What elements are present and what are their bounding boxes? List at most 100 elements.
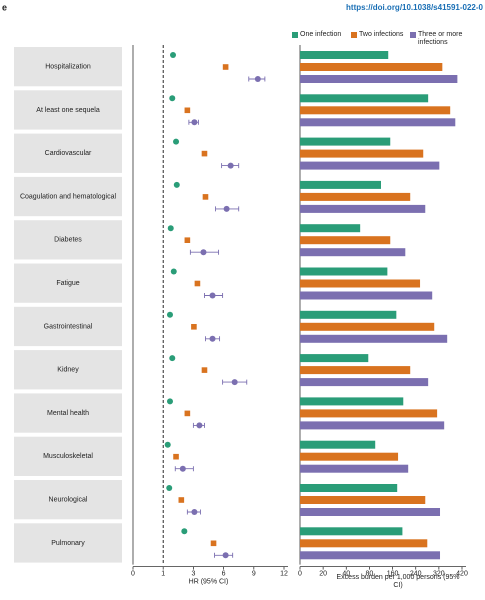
bar [300,51,389,59]
x-axis-title: HR (95% CI) [189,578,229,585]
bar [300,149,424,158]
x-tick-label: 9 [252,570,256,577]
point [201,150,208,157]
x-tick-label: 40 [342,570,350,577]
point [209,335,216,342]
category-label: Musculoskeletal [43,453,93,460]
x-tick-label: 0 [131,570,135,577]
point [178,497,185,503]
category-box [14,306,122,347]
legend-label: Two infections [359,31,404,38]
category-box [14,263,122,303]
category-box [14,220,122,260]
bar [300,204,426,213]
legend-label: Three or more infections [418,31,463,46]
category-label: Cardiovascular [45,150,92,157]
bar [300,63,443,71]
point [222,552,229,559]
bar [300,137,391,146]
point [166,398,173,405]
point [167,225,174,232]
point [191,509,198,515]
category-label: Kidney [57,367,79,374]
x-tick-label: 420 [456,570,468,577]
x-tick-label: 12 [280,570,288,577]
bar [300,106,451,115]
bar [300,421,445,430]
bar [300,378,429,387]
bar [300,484,398,492]
point [191,324,197,330]
bar [300,267,388,276]
bar [300,94,429,103]
bar [300,539,428,548]
point [179,465,186,472]
point [209,292,216,299]
category-label: Coagulation and hematological [20,193,117,200]
category-box [14,176,122,217]
bar [300,409,438,418]
bar [300,310,397,319]
bar [300,192,411,201]
point [164,441,171,448]
legend-label: One infection [300,31,342,38]
bar [300,75,458,83]
bar [300,397,404,406]
category-label: Pulmonary [51,540,85,547]
x-tick-label: 160 [387,570,399,577]
x-tick-label: 20 [319,570,327,577]
point [169,355,176,362]
legend-swatch [410,32,416,38]
point [170,268,177,275]
category-label: At least one sequela [36,107,100,114]
point [223,205,230,212]
category-box [14,436,122,476]
category-label: Diabetes [54,237,82,244]
bar [300,464,409,473]
bar [300,334,448,343]
point [184,107,191,114]
x-tick-label: 320 [433,570,445,577]
point [194,280,201,287]
point [254,76,261,82]
bar [300,161,440,170]
point [231,379,238,386]
bar [300,291,433,300]
point [196,422,203,429]
point [202,194,209,200]
category-box [14,47,122,87]
point [184,410,191,417]
category-label: Hospitalization [45,63,91,70]
legend-swatch [292,32,298,38]
point [173,453,179,460]
doi-link[interactable]: https://doi.org/10.1038/s41591-022-0 [346,3,484,12]
bar [300,180,381,189]
point [201,367,208,373]
point [166,485,173,491]
bar [300,118,456,127]
x-axis-title: Excess burden per 1,000 persons (95% CI) [336,574,460,589]
point [169,95,176,102]
x-tick-label: 1 [161,570,165,577]
x-tick-label: 3 [191,570,195,577]
category-box [14,350,122,390]
point [191,119,198,126]
bar [300,496,426,504]
point [200,249,207,256]
bar [300,248,406,257]
category-box [14,523,122,563]
point [222,64,229,70]
bar [300,452,399,461]
bar [300,224,361,233]
panel-label: e [2,2,7,12]
point [170,52,177,58]
category-label: Mental health [47,410,89,417]
point [173,138,180,145]
category-label: Neurological [49,496,88,503]
category-box [14,90,122,130]
x-tick-label: 6 [222,570,226,577]
point [166,311,173,318]
bar [300,551,441,560]
